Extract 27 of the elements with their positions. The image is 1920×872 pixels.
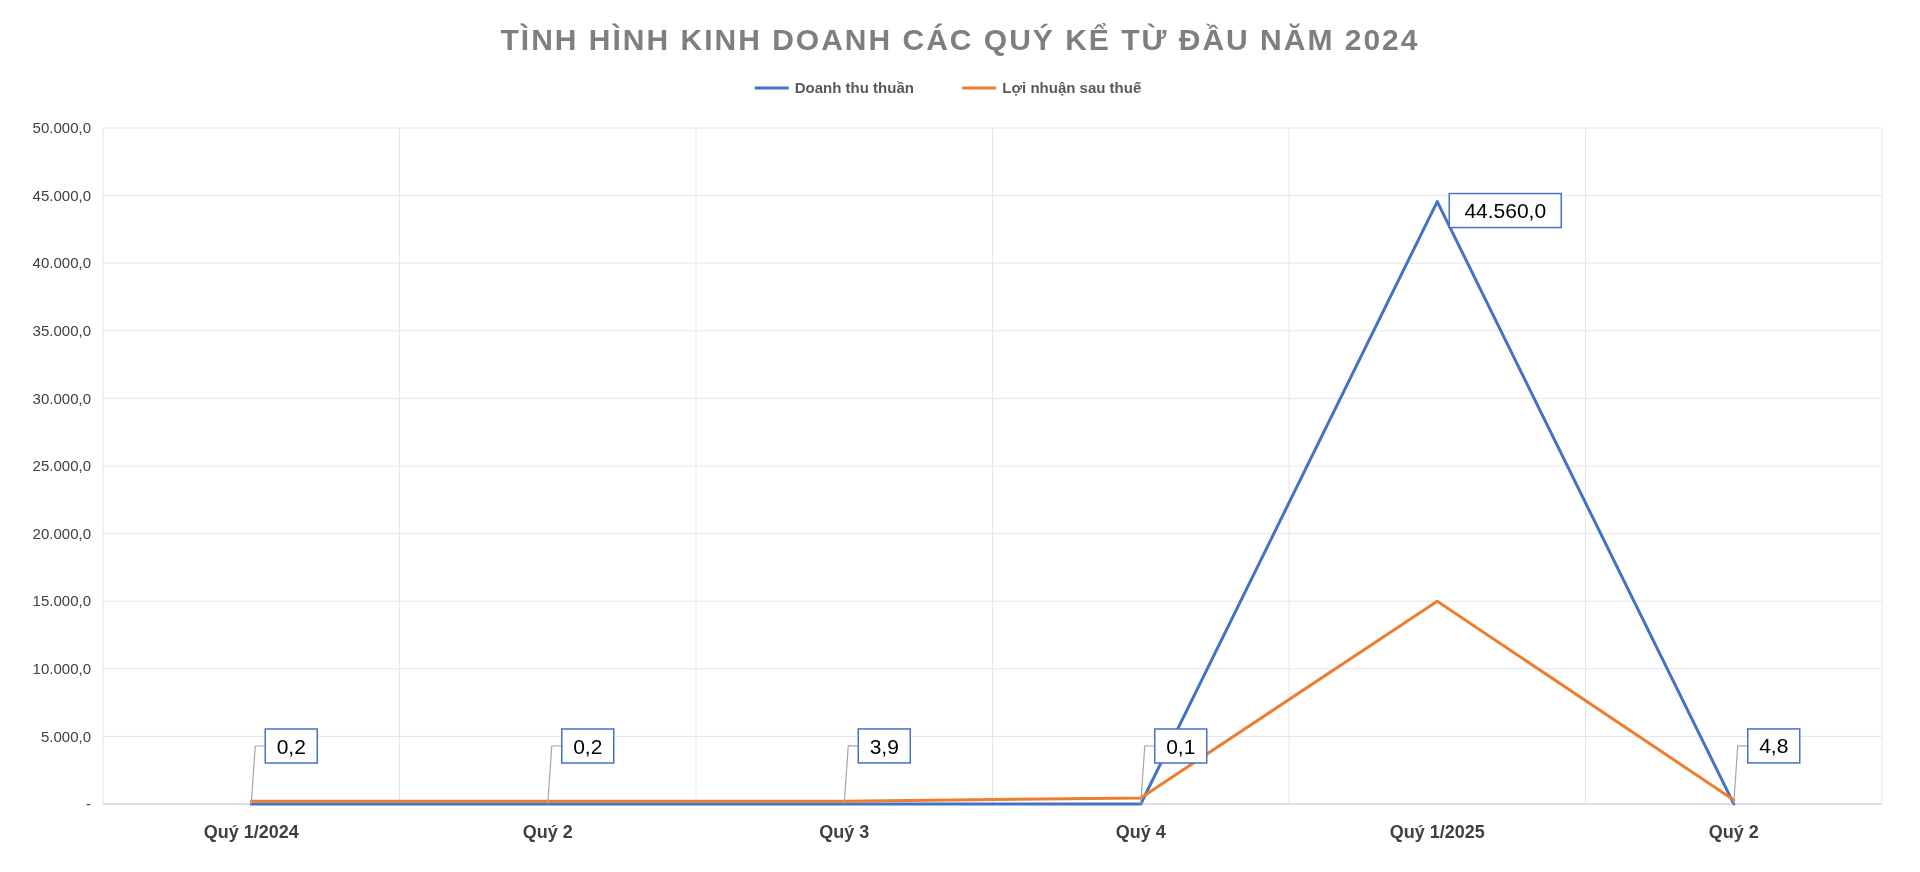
y-tick-label: - [86,795,91,813]
y-tick-label: 50.000,0 [32,119,91,137]
x-tick-label: Quý 1/2025 [1389,822,1485,842]
line-series [249,599,1736,803]
x-tick-label: Quý 3 [819,822,870,842]
y-tick-label: 30.000,0 [32,389,91,407]
y-tick-label: 20.000,0 [32,524,91,542]
y-tick-label: 45.000,0 [32,186,91,204]
y-tick-label: 25.000,0 [32,457,91,475]
x-tick-label: Quý 2 [522,822,573,842]
y-tick-label: 5.000,0 [40,727,91,745]
legend-label: Lợi nhuận sau thuế [1002,79,1142,97]
y-tick-label: 35.000,0 [32,322,91,340]
data-label: 0,2 [276,734,306,758]
x-tick-label: Quý 2 [1708,822,1759,842]
y-tick-label: 40.000,0 [32,254,91,272]
chart-title: TÌNH HÌNH KINH DOANH CÁC QUÝ KỂ TỪ ĐẦU NĂM 2024 [500,23,1420,56]
x-tick-label: Quý 4 [1115,822,1166,842]
data-label: 4,8 [1759,734,1789,758]
x-tick-label: Quý 1/2024 [203,822,299,842]
data-label: 0,1 [1166,734,1196,758]
data-label: 0,2 [573,734,603,758]
legend-label: Doanh thu thuần [794,79,914,97]
data-label: 3,9 [869,734,899,758]
y-tick-label: 15.000,0 [32,592,91,610]
y-tick-label: 10.000,0 [32,660,91,678]
data-label: 44.560,0 [1464,199,1547,223]
